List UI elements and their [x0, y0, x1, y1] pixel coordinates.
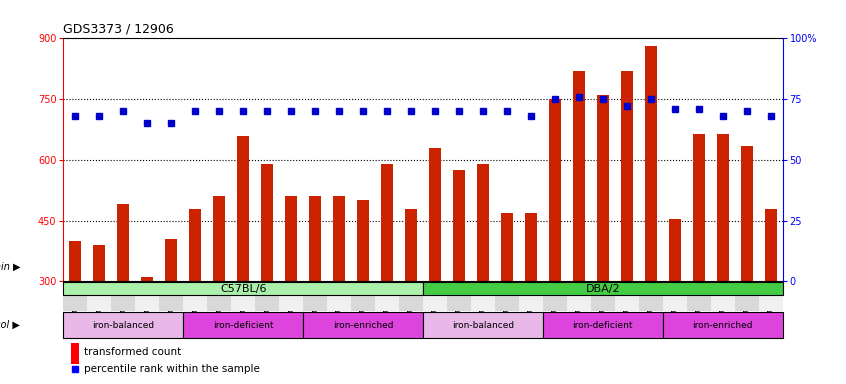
- Bar: [87, 296, 112, 311]
- Bar: [112, 296, 135, 311]
- Bar: [184, 312, 303, 338]
- Bar: [765, 209, 777, 281]
- Bar: [740, 146, 753, 281]
- Text: strain ▶: strain ▶: [0, 262, 20, 272]
- Bar: [63, 282, 423, 295]
- Bar: [63, 296, 87, 311]
- Bar: [687, 296, 711, 311]
- Bar: [255, 296, 279, 311]
- Bar: [357, 200, 369, 281]
- Bar: [141, 277, 153, 281]
- Bar: [477, 164, 489, 281]
- Bar: [471, 296, 495, 311]
- Bar: [327, 296, 351, 311]
- Bar: [213, 196, 225, 281]
- Bar: [351, 296, 375, 311]
- Text: GDS3373 / 12906: GDS3373 / 12906: [63, 23, 174, 36]
- Bar: [375, 296, 399, 311]
- Bar: [207, 296, 231, 311]
- Text: percentile rank within the sample: percentile rank within the sample: [84, 364, 260, 374]
- Text: iron-deficient: iron-deficient: [573, 321, 633, 329]
- Bar: [231, 296, 255, 311]
- Text: DBA/2: DBA/2: [585, 284, 620, 294]
- Text: transformed count: transformed count: [84, 347, 181, 357]
- Bar: [184, 296, 207, 311]
- Bar: [429, 148, 441, 281]
- Bar: [596, 95, 609, 281]
- Bar: [303, 312, 423, 338]
- Bar: [309, 196, 321, 281]
- Bar: [662, 296, 687, 311]
- Bar: [333, 196, 345, 281]
- Bar: [285, 196, 297, 281]
- Bar: [668, 218, 681, 281]
- Bar: [645, 46, 656, 281]
- Bar: [70, 343, 80, 364]
- Bar: [495, 296, 519, 311]
- Bar: [135, 296, 159, 311]
- Bar: [734, 296, 759, 311]
- Text: iron-enriched: iron-enriched: [332, 321, 393, 329]
- Text: iron-deficient: iron-deficient: [213, 321, 273, 329]
- Bar: [717, 134, 728, 281]
- Bar: [405, 209, 417, 281]
- Bar: [159, 296, 184, 311]
- Text: iron-balanced: iron-balanced: [92, 321, 155, 329]
- Bar: [591, 296, 615, 311]
- Bar: [69, 241, 81, 281]
- Bar: [93, 245, 106, 281]
- Bar: [165, 239, 178, 281]
- Text: protocol ▶: protocol ▶: [0, 320, 20, 330]
- Bar: [693, 134, 705, 281]
- Bar: [237, 136, 250, 281]
- Text: C57BL/6: C57BL/6: [220, 284, 266, 294]
- Bar: [381, 164, 393, 281]
- Bar: [118, 204, 129, 281]
- Bar: [662, 312, 783, 338]
- Bar: [303, 296, 327, 311]
- Bar: [519, 296, 543, 311]
- Bar: [423, 312, 543, 338]
- Bar: [543, 296, 567, 311]
- Bar: [573, 71, 585, 281]
- Bar: [711, 296, 734, 311]
- Bar: [621, 71, 633, 281]
- Bar: [543, 312, 662, 338]
- Bar: [759, 296, 783, 311]
- Bar: [525, 214, 537, 281]
- Bar: [279, 296, 303, 311]
- Bar: [453, 170, 465, 281]
- Bar: [63, 312, 184, 338]
- Bar: [639, 296, 662, 311]
- Bar: [549, 99, 561, 281]
- Text: iron-enriched: iron-enriched: [692, 321, 753, 329]
- Bar: [261, 164, 273, 281]
- Bar: [423, 296, 447, 311]
- Bar: [447, 296, 471, 311]
- Text: iron-balanced: iron-balanced: [452, 321, 514, 329]
- Bar: [501, 212, 513, 281]
- Bar: [615, 296, 639, 311]
- Bar: [399, 296, 423, 311]
- Bar: [567, 296, 591, 311]
- Bar: [190, 209, 201, 281]
- Bar: [423, 282, 783, 295]
